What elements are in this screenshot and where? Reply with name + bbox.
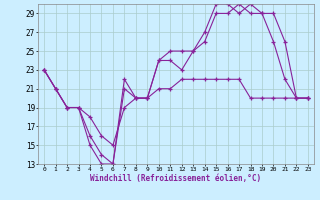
X-axis label: Windchill (Refroidissement éolien,°C): Windchill (Refroidissement éolien,°C): [91, 174, 261, 183]
